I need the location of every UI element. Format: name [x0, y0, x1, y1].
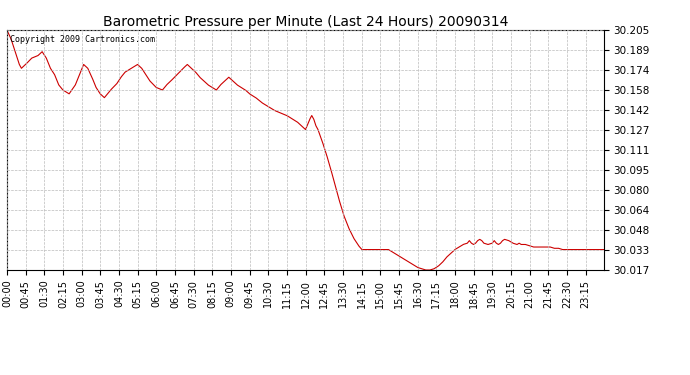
Text: Copyright 2009 Cartronics.com: Copyright 2009 Cartronics.com: [10, 35, 155, 44]
Title: Barometric Pressure per Minute (Last 24 Hours) 20090314: Barometric Pressure per Minute (Last 24 …: [103, 15, 508, 29]
